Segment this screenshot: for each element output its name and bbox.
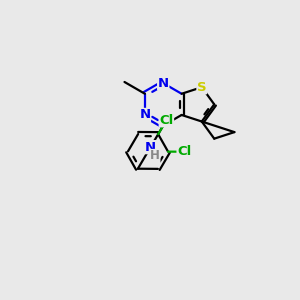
Text: Cl: Cl (177, 145, 191, 158)
Text: N: N (158, 77, 169, 90)
Text: N: N (145, 141, 156, 154)
Text: Cl: Cl (159, 114, 173, 127)
Text: N: N (139, 109, 151, 122)
Text: H: H (150, 149, 160, 163)
Text: S: S (197, 81, 207, 94)
